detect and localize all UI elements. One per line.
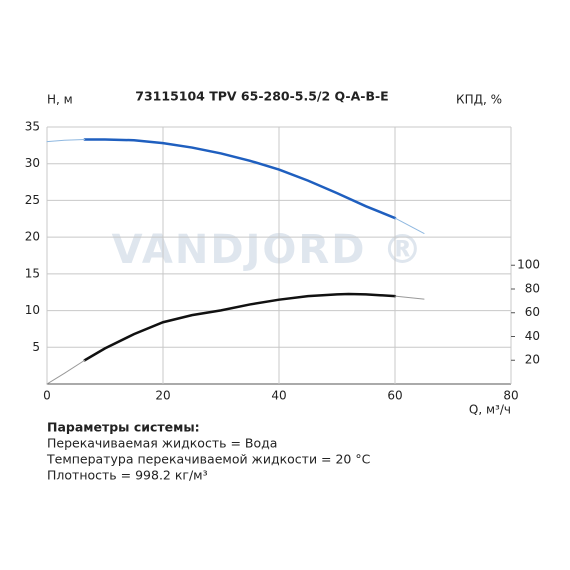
curve [46,359,86,385]
x-tick-label: 80 [503,389,518,403]
parameter: Температура перекачиваемой жидкости = 20… [46,452,371,467]
y2-tick-label: 40 [525,329,540,343]
curve [394,295,425,300]
y2-tick-label: 100 [517,258,540,272]
watermark: VANDJORD ® [112,227,425,273]
y-tick-label: 30 [25,156,40,170]
y-tick-label: 10 [25,303,40,317]
y-tick-label: 35 [25,120,40,134]
y-axis-label: H, м [47,93,73,107]
x-tick-label: 20 [155,389,170,403]
curve [46,138,86,143]
x-tick-label: 60 [387,389,402,403]
y-tick-label: 5 [32,340,40,354]
curve [394,217,425,234]
parameter: Плотность = 998.2 кг/м³ [47,468,208,483]
y-tick-label: 15 [25,266,40,280]
x-tick-label: 40 [271,389,286,403]
parameters-title: Параметры системы: [47,420,200,435]
x-axis-label: Q, м³/ч [469,403,511,417]
y2-axis-label: КПД, % [456,93,502,107]
y-tick-label: 20 [25,230,40,244]
y2-tick-label: 20 [525,353,540,367]
parameter: Перекачиваемая жидкость = Вода [47,436,277,451]
curve [83,292,397,362]
y2-tick-label: 80 [525,281,540,295]
x-tick-label: 0 [43,389,51,403]
chart-title: 73115104 TPV 65-280-5.5/2 Q-A-B-E [135,89,388,104]
y-tick-label: 25 [25,193,40,207]
curve [83,138,397,220]
y2-tick-label: 60 [525,305,540,319]
